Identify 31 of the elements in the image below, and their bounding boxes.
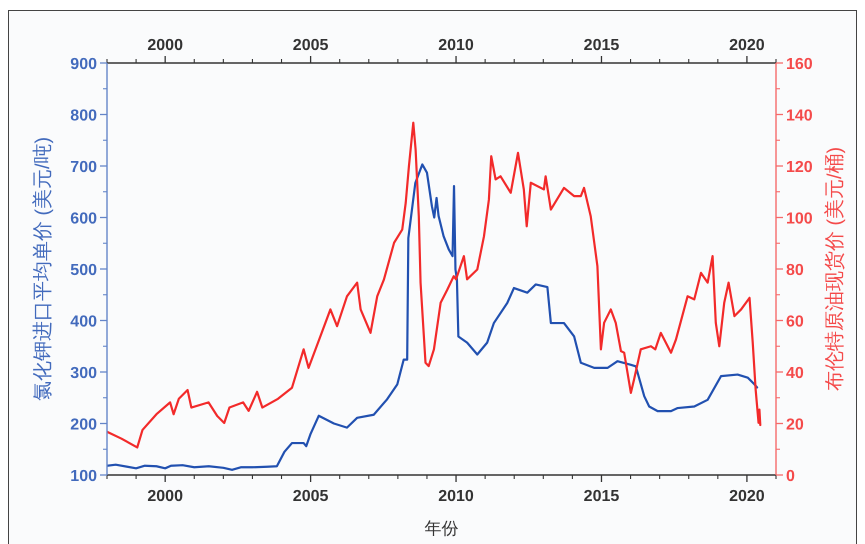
y2-tick-label: 80 <box>786 262 804 279</box>
x-tick-label: 2010 <box>438 488 474 505</box>
y-tick-label: 100 <box>70 468 97 485</box>
y-tick-label: 800 <box>70 107 97 124</box>
y2-tick-label: 60 <box>786 313 804 330</box>
y2-tick-label: 0 <box>786 468 795 485</box>
y2-tick-label: 40 <box>786 364 804 382</box>
x2-tick-label: 2010 <box>438 37 474 54</box>
x-tick-label: 2020 <box>729 488 765 505</box>
y-tick-label: 600 <box>70 210 97 228</box>
x2-tick-label: 2000 <box>147 37 183 54</box>
y-tick-label: 900 <box>70 56 97 73</box>
x2-tick-label: 2005 <box>292 37 328 54</box>
y-tick-label: 500 <box>70 262 97 279</box>
y2-tick-label: 20 <box>786 416 804 434</box>
x-axis-title: 年份 <box>424 519 458 538</box>
y-tick-label: 300 <box>70 364 97 382</box>
y-axis-title: 氯化钾进口平均单价 (美元/吨) <box>32 136 54 402</box>
y-tick-label: 200 <box>70 416 97 434</box>
y2-tick-label: 160 <box>786 56 813 73</box>
x-tick-label: 2005 <box>292 488 328 505</box>
x2-tick-label: 2015 <box>584 37 620 54</box>
x2-tick-label: 2020 <box>729 37 765 54</box>
y2-tick-label: 120 <box>786 158 813 176</box>
y2-tick-label: 140 <box>786 107 813 124</box>
x-tick-label: 2015 <box>584 488 620 505</box>
y-tick-label: 400 <box>70 313 97 330</box>
x-tick-label: 2000 <box>147 488 183 505</box>
y2-axis-title: 布伦特原油现货价 (美元/桶) <box>824 146 846 392</box>
y2-tick-label: 100 <box>786 210 813 228</box>
y-tick-label: 700 <box>70 158 97 176</box>
